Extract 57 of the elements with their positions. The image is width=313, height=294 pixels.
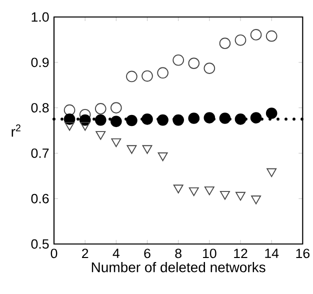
y-tick-label: 0.6 [31, 194, 49, 204]
x-tick-label: 4 [112, 248, 120, 258]
point [126, 70, 138, 82]
point [173, 184, 184, 194]
x-tick-label: 2 [82, 248, 88, 258]
point [219, 112, 231, 124]
point [110, 102, 122, 114]
x-tick-label: 16 [296, 248, 310, 258]
point [157, 67, 168, 79]
point [236, 192, 246, 201]
y-tick-label: 0.7 [31, 148, 49, 158]
point [158, 152, 168, 162]
point [111, 138, 122, 148]
point [172, 54, 184, 66]
x-tick-label: 12 [234, 248, 248, 258]
point [80, 122, 90, 131]
point [250, 112, 262, 124]
point [64, 122, 75, 131]
point [64, 113, 76, 125]
point [234, 34, 246, 46]
point [204, 112, 216, 124]
point [142, 145, 152, 154]
point [266, 30, 278, 42]
point [250, 29, 262, 40]
point [64, 104, 76, 116]
point [172, 114, 184, 126]
point [142, 113, 153, 125]
y-tick-label: 0.5 [31, 239, 49, 249]
point [157, 114, 168, 126]
point [188, 187, 199, 196]
x-axis-title: Number of deleted networks [92, 262, 266, 272]
y-axis-title: r$^{2}$ [12, 124, 20, 137]
point [251, 196, 262, 204]
x-tick-label: 10 [203, 248, 216, 258]
point [126, 145, 137, 154]
point [142, 70, 153, 82]
point [94, 114, 106, 126]
x-tick-label: 0 [50, 248, 58, 258]
y-tick-label: 0.9 [31, 58, 49, 68]
y-tick-label: 0.8 [31, 103, 49, 113]
point [96, 131, 106, 140]
point [188, 58, 200, 69]
point [204, 186, 214, 196]
y-tick-label: 1.0 [32, 12, 49, 22]
point [188, 112, 200, 124]
point [204, 62, 216, 74]
point [126, 114, 138, 126]
x-tick-label: 8 [175, 248, 182, 258]
point [234, 113, 246, 125]
point [266, 168, 277, 178]
point [94, 103, 106, 114]
point [219, 38, 231, 50]
x-tick-label: 6 [144, 248, 150, 258]
point [220, 190, 230, 200]
point [266, 108, 278, 119]
point [110, 116, 122, 128]
x-tick-label: 14 [265, 248, 279, 258]
